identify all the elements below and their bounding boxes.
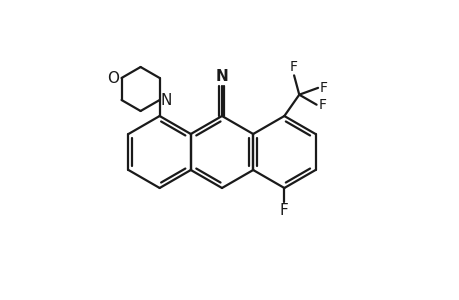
Text: F: F [290, 60, 297, 74]
Text: O: O [107, 70, 119, 86]
Text: N: N [215, 69, 228, 84]
Text: F: F [318, 98, 326, 112]
Text: F: F [280, 203, 288, 218]
Text: F: F [319, 81, 327, 95]
Text: N: N [160, 92, 172, 107]
